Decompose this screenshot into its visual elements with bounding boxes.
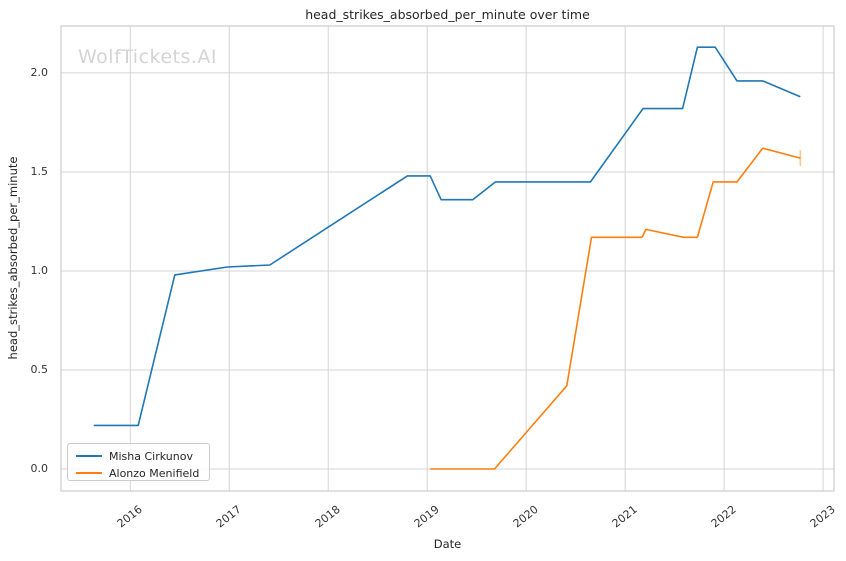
y-tick-label-1.0: 1.0 bbox=[30, 263, 49, 277]
legend: Misha Cirkunov Alonzo Menifield bbox=[67, 443, 210, 481]
legend-item: Alonzo Menifield bbox=[76, 465, 209, 481]
legend-swatch-line bbox=[76, 455, 102, 457]
plot-border bbox=[60, 25, 835, 492]
chart-title: head_strikes_absorbed_per_minute over ti… bbox=[305, 7, 590, 22]
watermark: WolfTickets.AI bbox=[78, 46, 218, 68]
y-tick-label-0.0: 0.0 bbox=[30, 462, 49, 476]
legend-label: Alonzo Menifield bbox=[109, 466, 200, 480]
y-axis-label: head_strikes_absorbed_per_minute bbox=[6, 156, 20, 360]
y-tick-label-1.5: 1.5 bbox=[30, 164, 49, 178]
legend-item: Misha Cirkunov bbox=[76, 448, 209, 464]
y-tick-label-0.5: 0.5 bbox=[30, 362, 49, 376]
x-axis-label: Date bbox=[433, 537, 462, 551]
series-line-alonzo-menifield bbox=[430, 147, 801, 470]
legend-swatch-line bbox=[76, 472, 102, 474]
legend-label: Misha Cirkunov bbox=[109, 449, 193, 463]
series-line-misha-cirkunov bbox=[93, 46, 801, 427]
y-tick-label-2.0: 2.0 bbox=[30, 65, 49, 79]
